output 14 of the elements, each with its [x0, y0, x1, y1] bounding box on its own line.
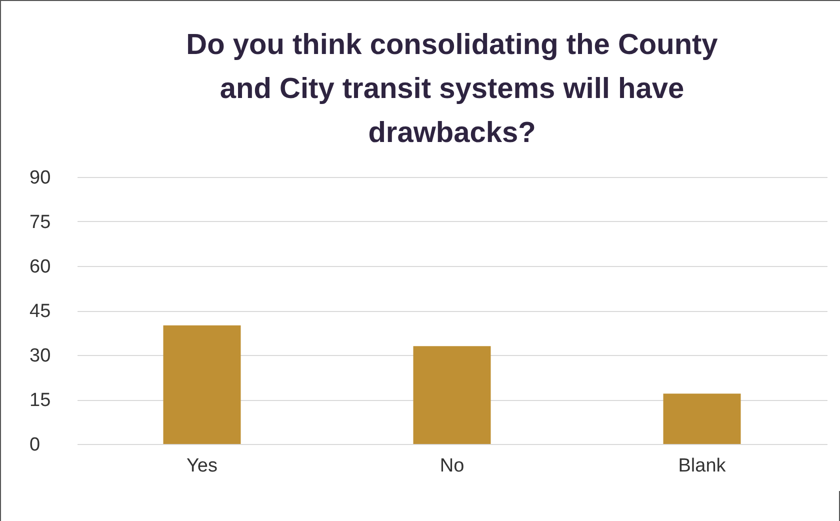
y-tick-label: 60 — [30, 256, 51, 278]
x-tick-label: Blank — [678, 456, 726, 476]
y-tick-label: 0 — [30, 434, 40, 456]
y-tick-label: 90 — [30, 168, 51, 188]
x-tick-label: No — [440, 456, 464, 476]
y-tick-label: 75 — [30, 212, 51, 233]
bar — [663, 394, 741, 444]
bar — [163, 325, 241, 444]
y-tick-label: 45 — [30, 301, 51, 322]
chart-title: Do you think consolidating the County and City transit systems will have drawbacks? — [186, 29, 718, 149]
x-tick-label: Yes — [186, 456, 218, 476]
y-tick-label: 15 — [30, 390, 51, 411]
bar — [413, 346, 491, 444]
y-tick-label: 30 — [30, 346, 51, 366]
